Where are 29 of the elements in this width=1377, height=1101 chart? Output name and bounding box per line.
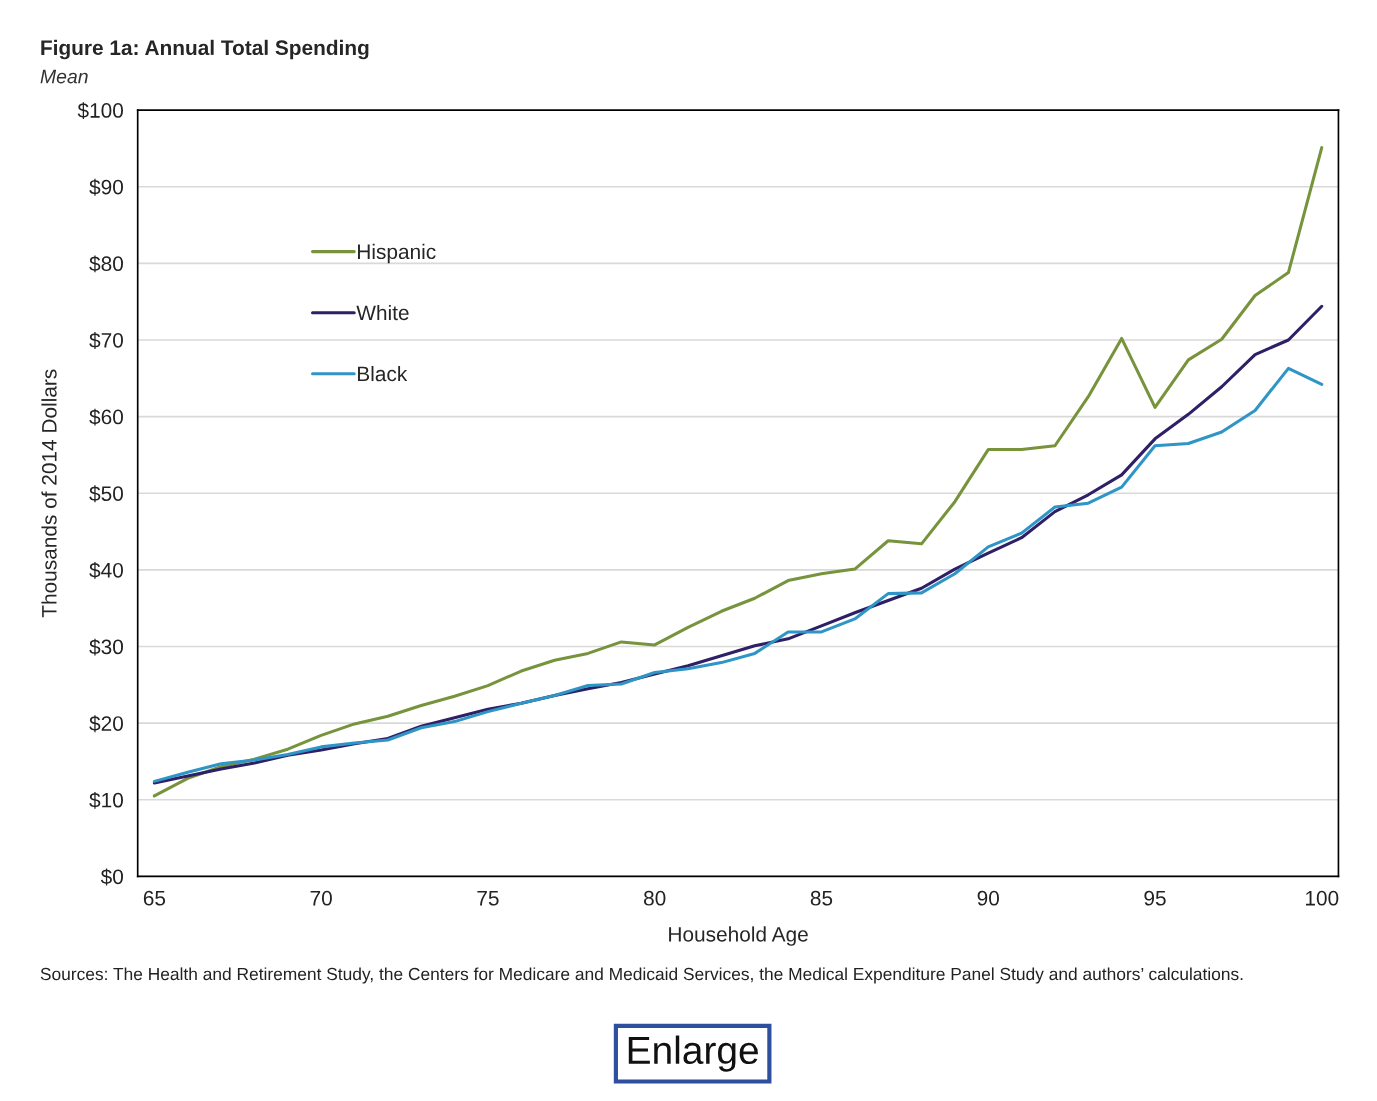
- y-tick-label: $20: [89, 715, 123, 733]
- x-axis-title: Household Age: [669, 926, 808, 946]
- x-tick-label: 100: [1305, 890, 1339, 906]
- x-tick-label: 85: [810, 890, 833, 906]
- y-tick-label: $90: [89, 178, 123, 196]
- y-tick-label: $70: [89, 332, 123, 349]
- y-tick-label: $40: [89, 562, 123, 579]
- legend-label: White: [356, 304, 409, 321]
- text: Enlarge: [628, 1035, 758, 1072]
- x-tick-label: 95: [1144, 890, 1166, 906]
- chart-subtitle: Mean: [40, 69, 88, 84]
- x-tick-label: 65: [143, 890, 166, 906]
- y-tick-label: $30: [89, 638, 123, 656]
- y-tick-label: $80: [89, 255, 123, 273]
- line-series: [152, 146, 1324, 798]
- y-tick-label: $50: [89, 485, 123, 503]
- x-tick-label: 75: [477, 891, 499, 906]
- x-tick-label: 90: [977, 890, 999, 906]
- legend-label: Black: [358, 365, 408, 382]
- y-axis-title: Thousands of 2014 Dollars: [41, 369, 57, 618]
- y-tick-label: $10: [89, 791, 123, 809]
- chart-title: Figure 1a: Annual Total Spending: [41, 39, 369, 60]
- legend-label: Hispanic: [358, 243, 436, 264]
- x-tick-label: 70: [310, 890, 332, 906]
- source-note: Sources: The Health and Retirement Study, the Centers for Medicare and Medicaid Services, the Medical Expenditure Panel Study and authors’ calculations.: [40, 967, 1243, 984]
- y-tick-label: $100: [77, 102, 123, 120]
- x-tick-label: 80: [644, 890, 666, 906]
- y-tick-label: $0: [100, 868, 123, 886]
- y-tick-label: $60: [89, 408, 123, 426]
